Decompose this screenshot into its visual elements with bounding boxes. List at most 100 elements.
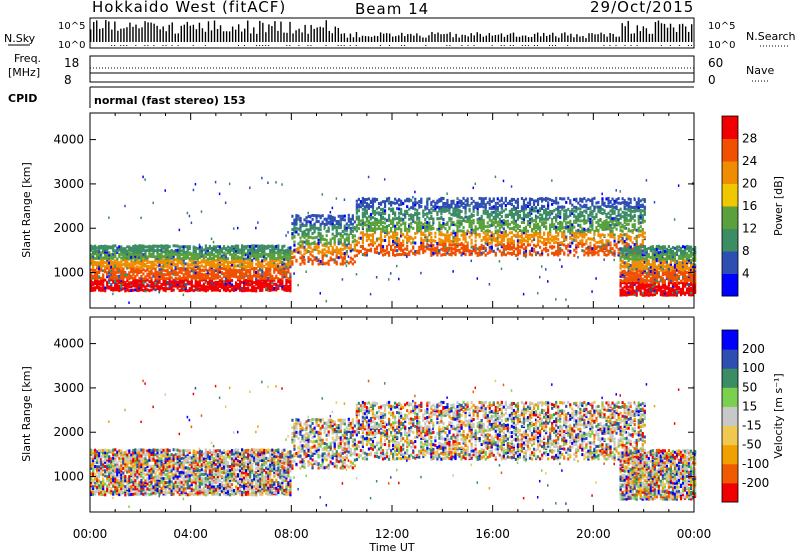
power-cell — [394, 234, 396, 237]
power-cell — [382, 245, 384, 248]
power-cell — [628, 235, 630, 238]
power-cell — [116, 249, 118, 252]
power-cell — [475, 244, 477, 247]
power-cell — [577, 242, 579, 245]
power-cell — [599, 234, 601, 237]
power-cell — [539, 253, 541, 256]
power-cell — [156, 247, 158, 250]
power-cell — [171, 285, 173, 288]
power-cell — [380, 228, 382, 231]
power-cell — [279, 281, 281, 284]
power-cell — [497, 248, 499, 251]
power-cell — [609, 224, 611, 227]
power-cell — [273, 283, 275, 286]
power-cell — [261, 177, 263, 180]
power-cell — [303, 259, 305, 262]
power-cell — [144, 257, 146, 260]
power-cell — [398, 243, 400, 246]
power-cell — [501, 223, 503, 226]
power-cell — [299, 240, 301, 243]
power-cell — [354, 239, 356, 242]
power-cell — [440, 242, 442, 245]
power-cell — [120, 263, 122, 266]
power-cell — [382, 216, 384, 219]
power-cell — [150, 245, 152, 248]
power-cell — [392, 240, 394, 243]
power-cell — [179, 275, 181, 278]
power-cell — [299, 244, 301, 247]
power-cell — [513, 240, 515, 243]
power-cell — [517, 231, 519, 234]
power-cell — [114, 249, 116, 252]
power-cell — [446, 202, 448, 205]
noise-sky-bar — [431, 32, 432, 42]
noise-search-dot — [537, 45, 538, 46]
power-cell — [551, 245, 553, 248]
power-cell — [634, 237, 636, 240]
power-cell — [489, 235, 491, 238]
power-cell — [189, 215, 191, 218]
power-cell — [358, 198, 360, 201]
power-cell — [485, 225, 487, 228]
power-cell — [553, 216, 555, 219]
power-cell — [589, 229, 591, 232]
power-cell — [622, 247, 624, 250]
power-cell — [167, 281, 169, 284]
power-cell — [229, 289, 231, 292]
power-cell — [344, 238, 346, 241]
power-cell — [213, 281, 215, 284]
power-cell — [620, 291, 622, 294]
noise-sky-bar — [392, 37, 393, 42]
power-cell — [283, 245, 285, 248]
power-cell — [201, 264, 203, 267]
power-cell — [267, 245, 269, 248]
power-cell — [569, 220, 571, 223]
noise-sky-bar — [120, 29, 121, 42]
power-cell — [138, 279, 140, 282]
power-cell — [273, 277, 275, 280]
power-cell — [152, 254, 154, 257]
power-cell — [140, 265, 142, 268]
power-cell — [505, 204, 507, 207]
power-cell — [223, 252, 225, 255]
power-cell — [573, 198, 575, 201]
power-cell — [98, 280, 100, 283]
noise-sky-bar — [646, 28, 647, 42]
power-cell — [311, 254, 313, 257]
power-cell — [193, 253, 195, 256]
power-cell — [130, 260, 132, 263]
power-cell — [537, 216, 539, 219]
noise-search-dot — [468, 45, 469, 46]
power-cell — [565, 221, 567, 224]
power-cell — [499, 230, 501, 233]
power-cell — [183, 294, 185, 297]
power-cell — [235, 247, 237, 250]
power-cell — [140, 244, 142, 247]
power-cell — [475, 202, 477, 205]
power-cell — [426, 243, 428, 246]
power-cell — [315, 246, 317, 249]
power-cell — [483, 210, 485, 213]
power-cell — [144, 249, 146, 252]
power-cell — [487, 252, 489, 255]
power-cell — [402, 202, 404, 205]
power-cell — [136, 245, 138, 248]
power-cell — [432, 224, 434, 227]
power-cell — [126, 250, 128, 253]
noise-search-dot — [679, 45, 680, 46]
noise-search-dot — [193, 45, 194, 46]
power-cell — [223, 245, 225, 248]
power-cell — [412, 214, 414, 217]
power-cell — [462, 217, 464, 220]
power-cell — [620, 226, 622, 229]
power-cell — [511, 221, 513, 224]
power-cell — [235, 288, 237, 291]
power-cell — [438, 198, 440, 201]
power-cell — [104, 286, 106, 289]
noise-sky-bar — [582, 36, 583, 42]
power-cell — [332, 258, 334, 261]
power-cell — [620, 255, 622, 258]
power-cell — [390, 272, 392, 275]
noise-sky-bar — [685, 26, 686, 42]
power-cell — [303, 218, 305, 221]
